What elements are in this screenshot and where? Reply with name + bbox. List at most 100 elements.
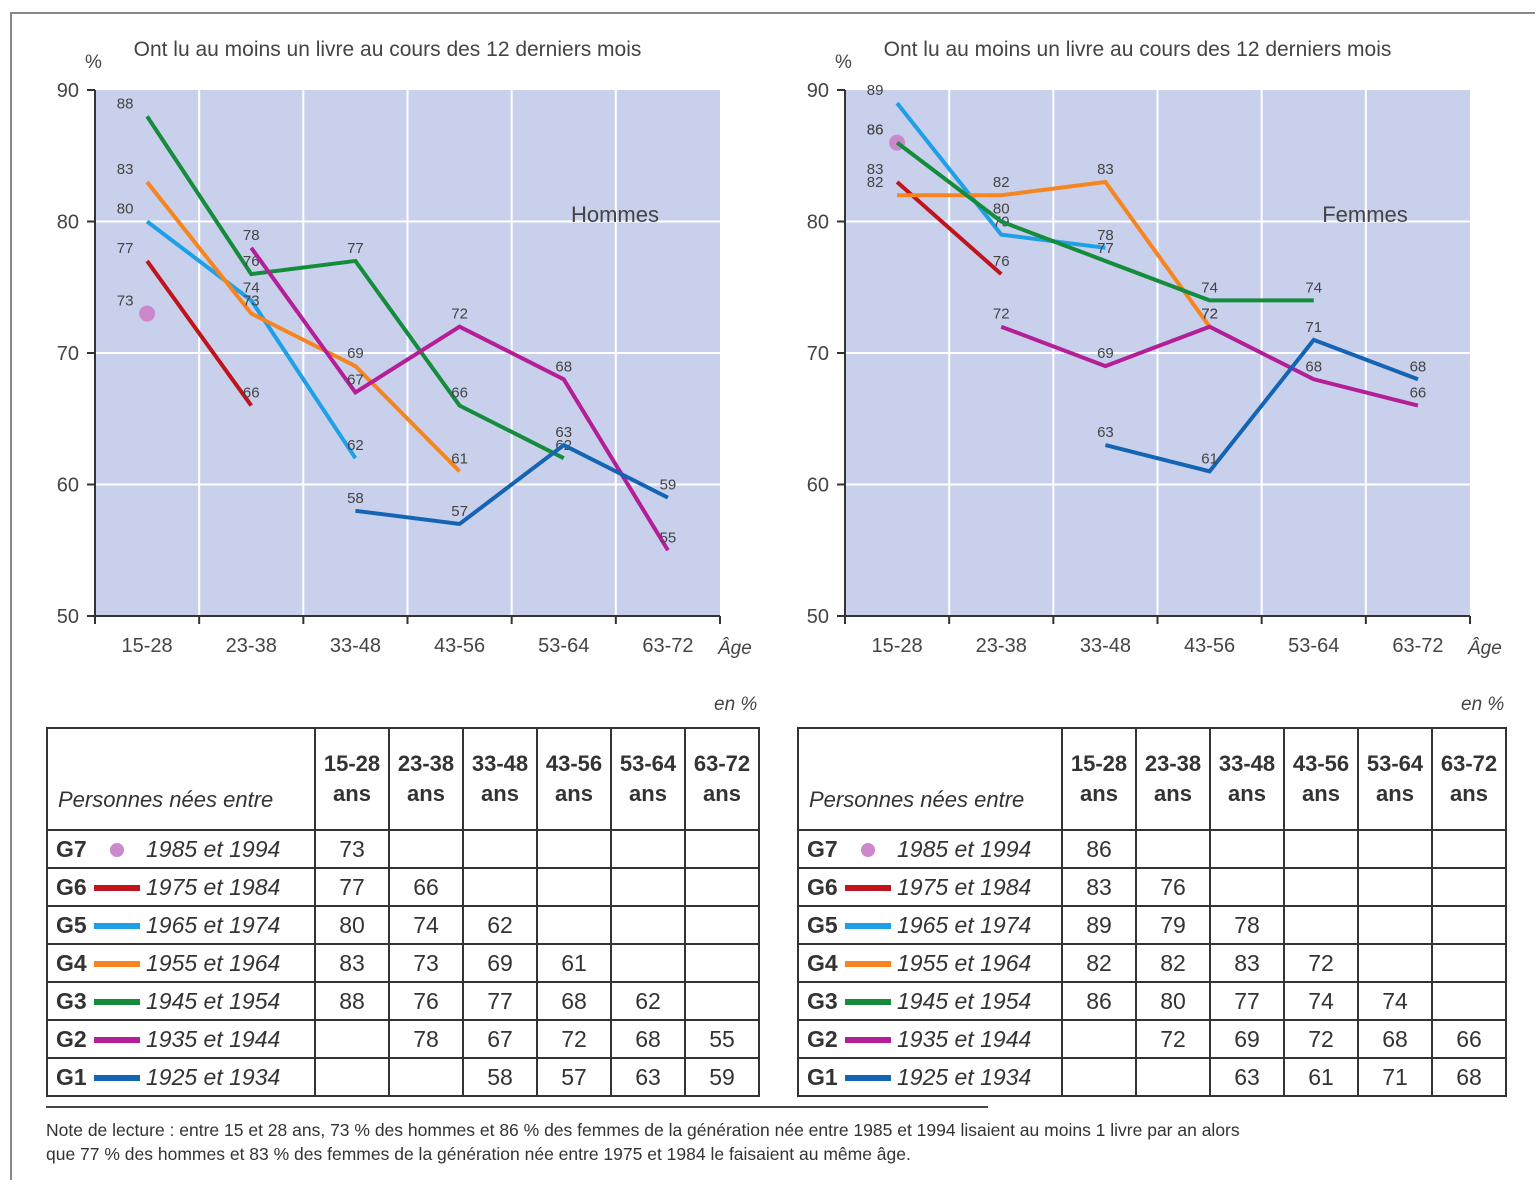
y-axis-label: %	[85, 52, 102, 73]
table-row: G5 1965 et 1974 89 79 78	[797, 905, 1507, 945]
x-axis-label: Âge	[717, 637, 752, 659]
data-label: 80	[117, 201, 134, 218]
table-cell: 77	[314, 867, 390, 907]
series-line-g6	[895, 180, 1003, 276]
table-cell	[610, 943, 686, 983]
column-unit: ans	[1080, 781, 1118, 806]
chart-title: Ont lu au moins un livre au cours des 12…	[134, 38, 642, 61]
column-age-range: 23-38	[1144, 751, 1202, 776]
y-tick-label: 90	[807, 80, 829, 102]
y-tick-label: 70	[57, 343, 79, 365]
table-column-header: 33-48 ans	[1209, 727, 1285, 831]
table-femmes: Personnes nées entre 15-28 ans 23-38 ans 33-4…	[797, 727, 1507, 1097]
table-cell	[462, 867, 538, 907]
x-tick-label: 53-64	[1288, 635, 1339, 657]
column-unit: ans	[1228, 781, 1266, 806]
series-g3: 86 80 77 74 74	[867, 122, 1322, 303]
table-cell: 69	[462, 943, 538, 983]
table-header-row: Personnes nées entre 15-28 ans 23-38 ans 33-4…	[797, 727, 1507, 831]
table-cell: 79	[1135, 905, 1211, 945]
reading-note-line-2: que 77 % des hommes et 83 % des femmes d…	[46, 1144, 911, 1164]
series-g1: 58 57 63 59	[347, 424, 677, 527]
data-label: 59	[660, 477, 677, 494]
table-cell: 83	[314, 943, 390, 983]
row-label: G3 1945 et 1954	[797, 981, 1063, 1021]
column-age-range: 15-28	[323, 751, 381, 776]
generation-code: G4	[807, 949, 838, 976]
series-line-g4	[145, 180, 462, 473]
chart-hommes: 50 60 70 80 90 15-28 23-38 33-48 43-56 53-64 63-72…	[57, 38, 752, 659]
table-cell	[1431, 943, 1507, 983]
table-cell: 73	[388, 943, 464, 983]
table-cell: 68	[1431, 1057, 1507, 1097]
table-cell: 57	[536, 1057, 612, 1097]
column-unit: ans	[481, 781, 519, 806]
y-tick-label: 80	[807, 212, 829, 234]
birth-years: 1925 et 1934	[146, 1063, 281, 1090]
y-tick-label: 50	[807, 606, 829, 628]
data-label: 66	[1410, 385, 1427, 402]
table-cell: 71	[1357, 1057, 1433, 1097]
legend-line-icon	[845, 1075, 891, 1082]
series-g3: 88 76 77 66 62	[117, 95, 572, 460]
legend-dot-icon	[110, 843, 124, 858]
table-cell: 67	[462, 1019, 538, 1059]
series-g2: 78 67 72 68 55	[243, 227, 676, 552]
table-row: G4 1955 et 1964 83 73 69 61	[46, 943, 760, 983]
data-label: 68	[1305, 358, 1322, 375]
legend-line-icon	[94, 999, 140, 1006]
legend-line-icon	[94, 885, 140, 892]
y-tick-label: 50	[57, 606, 79, 628]
data-label: 72	[451, 306, 468, 323]
series-g5: 80 74 62	[117, 201, 364, 460]
table-cell	[1357, 867, 1433, 907]
table-cell	[388, 829, 464, 869]
table-row: G1 1925 et 1934 58 57 63 59	[46, 1057, 760, 1097]
column-unit: ans	[629, 781, 667, 806]
chart-title: Ont lu au moins un livre au cours des 12…	[884, 38, 1392, 61]
column-age-range: 33-48	[1218, 751, 1276, 776]
table-column-header: 53-64 ans	[1357, 727, 1433, 831]
birth-years: 1955 et 1964	[146, 949, 281, 976]
data-label: 74	[1201, 279, 1218, 296]
table-cell: 63	[610, 1057, 686, 1097]
generation-code: G3	[56, 987, 87, 1014]
table-cell	[684, 829, 760, 869]
table-cell	[1431, 867, 1507, 907]
data-label: 86	[867, 122, 884, 139]
birth-years: 1945 et 1954	[897, 987, 1032, 1014]
table-header-row: Personnes nées entre 15-28 ans 23-38 ans 33-4…	[46, 727, 760, 831]
column-unit: ans	[555, 781, 593, 806]
table-cell	[1061, 1057, 1137, 1097]
panel-label: Femmes	[1322, 202, 1408, 227]
x-tick-label: 63-72	[642, 635, 693, 657]
table-column-header: 15-28 ans	[314, 727, 390, 831]
data-label: 57	[451, 503, 468, 520]
data-label: 67	[347, 371, 364, 388]
table-cell: 59	[684, 1057, 760, 1097]
row-label: G4 1955 et 1964	[46, 943, 316, 983]
table-cell	[1431, 981, 1507, 1021]
y-tick-label: 60	[807, 475, 829, 497]
table-cell	[1431, 829, 1507, 869]
generation-code: G2	[807, 1025, 838, 1052]
series-line-g5	[895, 101, 1106, 250]
legend-line-icon	[845, 999, 891, 1006]
table-cell	[1209, 829, 1285, 869]
series-g6: 77 66	[117, 240, 260, 407]
data-label: 77	[1097, 240, 1114, 257]
column-age-range: 23-38	[397, 751, 455, 776]
data-label: 61	[451, 450, 468, 467]
column-unit: ans	[1154, 781, 1192, 806]
table-row: G7 1985 et 1994 86	[797, 829, 1507, 869]
legend-line-icon	[94, 1075, 140, 1082]
generation-code: G5	[56, 911, 87, 938]
legend-line-icon	[845, 961, 891, 968]
data-label: 82	[867, 174, 884, 191]
row-label: G5 1965 et 1974	[46, 905, 316, 945]
column-age-range: 53-64	[619, 751, 677, 776]
table-cell: 61	[536, 943, 612, 983]
row-label: G1 1925 et 1934	[797, 1057, 1063, 1097]
data-label: 77	[347, 240, 364, 257]
